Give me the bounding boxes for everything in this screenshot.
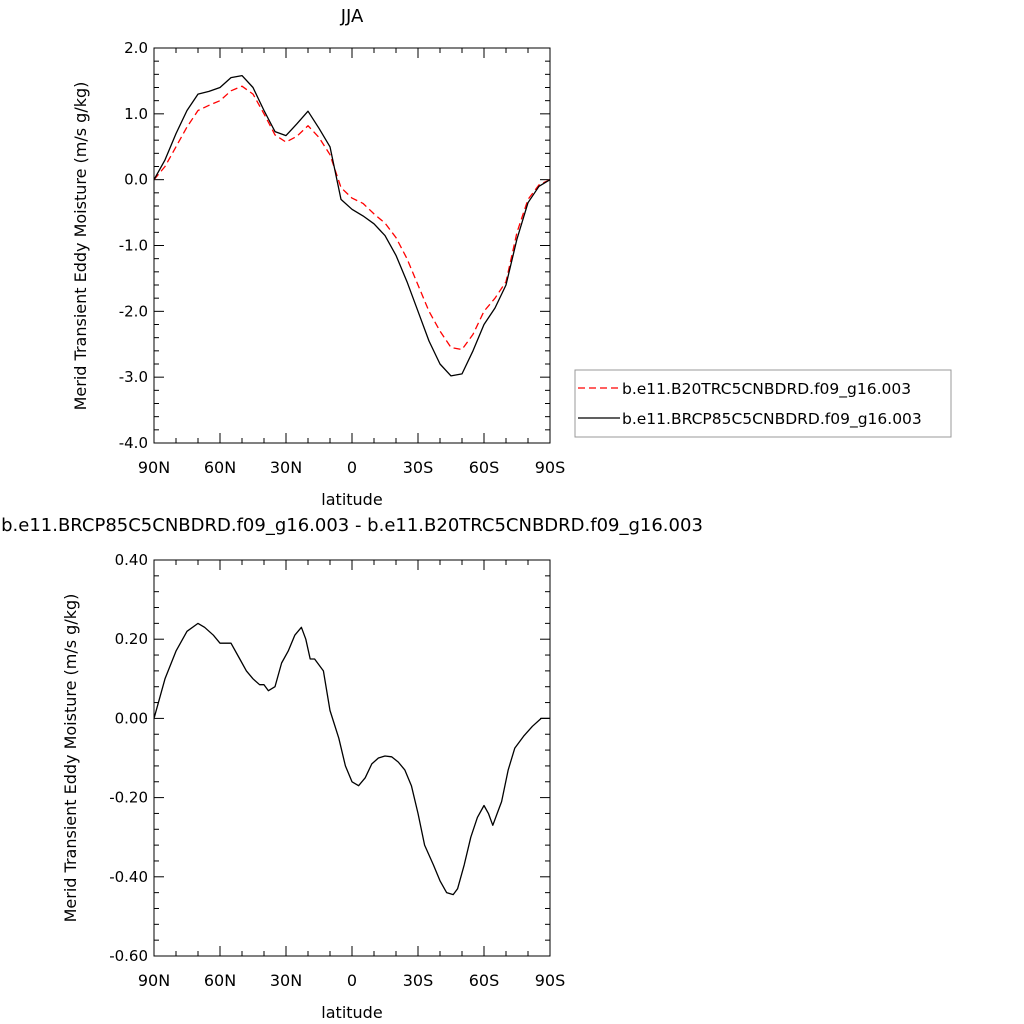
y-tick-label: -4.0 (119, 434, 148, 452)
legend-label-series-1: b.e11.B20TRC5CNBDRD.f09_g16.003 (622, 380, 911, 399)
y-tick-label: 0.0 (124, 171, 148, 189)
bottom-series-group (153, 622, 550, 896)
top-plot-frame (153, 47, 551, 444)
y-tick-label: -0.20 (109, 789, 148, 807)
x-tick-label: 90S (535, 971, 566, 990)
x-tick-label: 30S (403, 458, 434, 477)
y-tick-label: 2.0 (124, 39, 148, 57)
y-tick-label: -0.40 (109, 868, 148, 886)
x-tick-label: 60S (469, 458, 500, 477)
top-panel: JJA 90N 60N 30N 0 30S 60S 90S 2.0 1.0 0.0 -1.0 -2.0… (71, 6, 952, 509)
x-tick-label: 90S (535, 458, 566, 477)
x-tick-label: 30N (270, 458, 302, 477)
bottom-plot-frame (153, 559, 551, 957)
x-tick-label: 0 (347, 458, 357, 477)
x-tick-label: 30S (403, 971, 434, 990)
y-tick-label: 0.40 (115, 551, 148, 569)
bottom-x-axis-label: latitude (321, 1003, 382, 1022)
top-chart-title: JJA (340, 6, 364, 27)
top-x-axis-label: latitude (321, 490, 382, 509)
series-line-2 (153, 74, 551, 377)
top-ticks: 90N 60N 30N 0 30S 60S 90S 2.0 1.0 0.0 -1.0 -2.0 -3.0… (119, 39, 566, 477)
bottom-chart-title: b.e11.BRCP85C5CNBDRD.f09_g16.003 - b.e11… (1, 515, 703, 536)
x-tick-label: 30N (270, 971, 302, 990)
y-tick-label: -3.0 (119, 368, 148, 386)
bottom-panel: b.e11.BRCP85C5CNBDRD.f09_g16.003 - b.e11… (1, 515, 703, 1022)
y-tick-label: 0.20 (115, 630, 148, 648)
y-tick-label: -1.0 (119, 237, 148, 255)
x-tick-label: 0 (347, 971, 357, 990)
y-tick-label: -0.60 (109, 947, 148, 965)
x-tick-label: 60S (469, 971, 500, 990)
x-tick-label: 60N (204, 458, 236, 477)
legend: b.e11.B20TRC5CNBDRD.f09_g16.003 b.e11.BR… (574, 369, 952, 438)
bottom-y-axis-label: Merid Transient Eddy Moisture (m/s g/kg) (61, 594, 80, 923)
x-tick-label: 60N (204, 971, 236, 990)
x-tick-label: 90N (138, 458, 170, 477)
y-tick-label: 0.00 (115, 709, 148, 727)
bottom-ticks: 90N 60N 30N 0 30S 60S 90S 0.40 0.20 0.00 -0.20 -0.4… (109, 551, 565, 990)
legend-box (574, 369, 952, 438)
series-line-1 (153, 85, 551, 351)
legend-label-series-2: b.e11.BRCP85C5CNBDRD.f09_g16.003 (622, 410, 922, 429)
top-series-group (153, 74, 551, 377)
top-y-axis-label: Merid Transient Eddy Moisture (m/s g/kg) (71, 82, 90, 411)
series-line-1 (153, 622, 550, 896)
y-tick-label: -2.0 (119, 302, 148, 320)
y-tick-label: 1.0 (124, 105, 148, 123)
x-tick-label: 90N (138, 971, 170, 990)
